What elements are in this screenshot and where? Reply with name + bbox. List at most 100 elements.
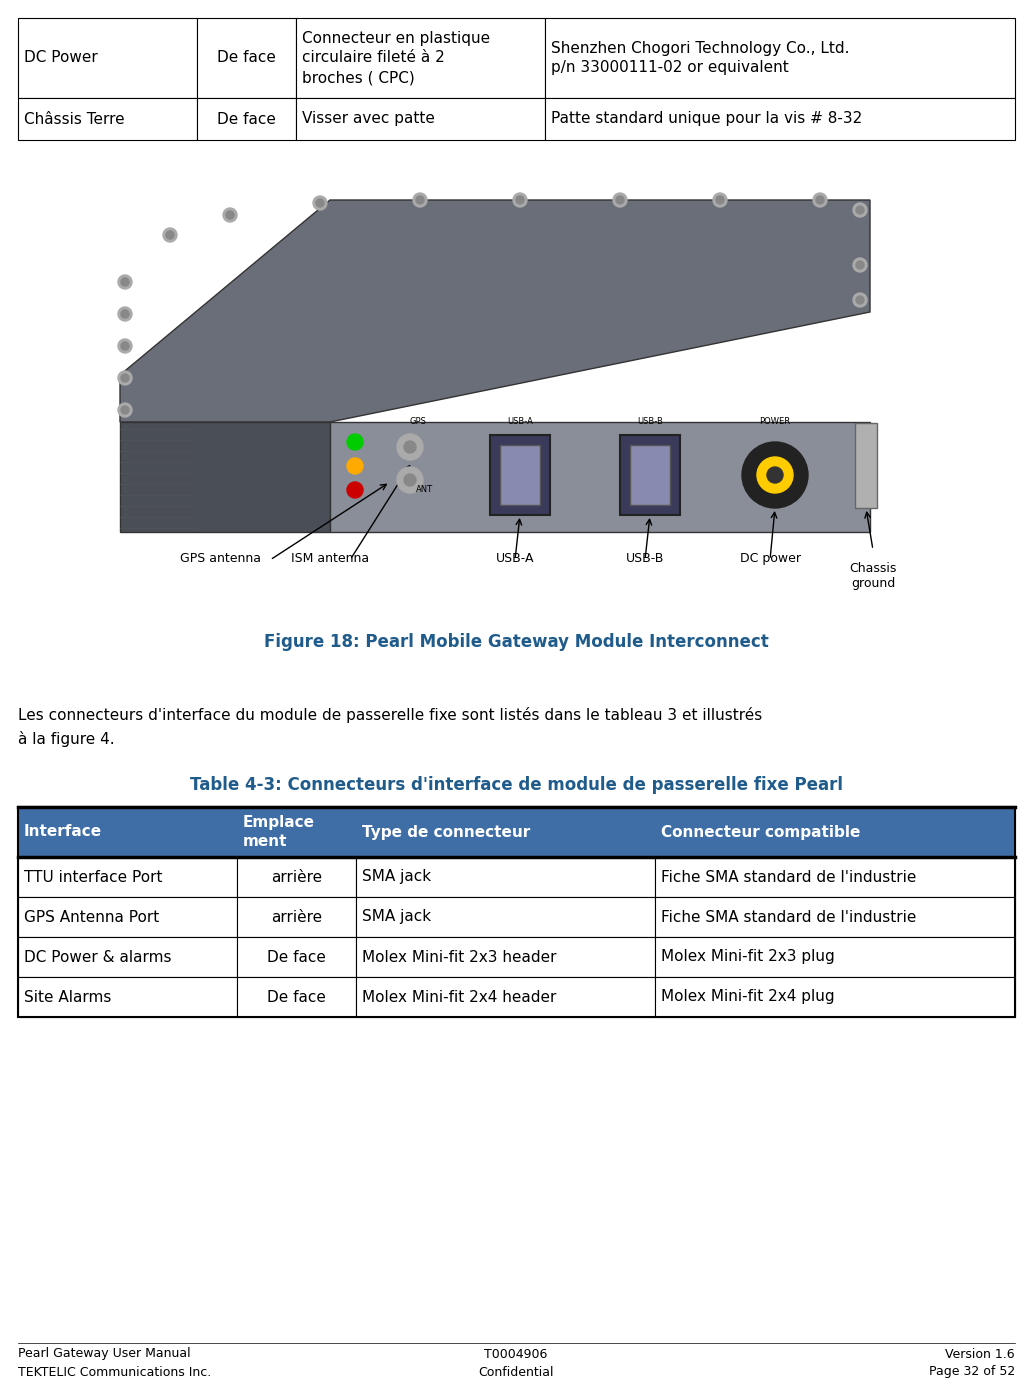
Text: Site Alarms: Site Alarms (24, 989, 112, 1004)
Bar (18, 897, 237, 938)
Text: Fiche SMA standard de l'industrie: Fiche SMA standard de l'industrie (661, 869, 916, 885)
Bar (237, 976, 356, 1017)
Polygon shape (330, 421, 870, 531)
Circle shape (856, 262, 864, 268)
Bar (630, 445, 670, 505)
Circle shape (856, 206, 864, 214)
Text: arrière: arrière (271, 910, 322, 925)
Text: POWER: POWER (759, 417, 790, 426)
Circle shape (118, 371, 132, 385)
Text: Version 1.6
Page 32 of 52: Version 1.6 Page 32 of 52 (929, 1348, 1015, 1378)
Circle shape (757, 458, 793, 492)
Text: Visser avec patte: Visser avec patte (302, 111, 435, 127)
Bar (296, 97, 545, 140)
Text: Connecteur en plastique
circulaire fileté à 2
broches ( CPC): Connecteur en plastique circulaire filet… (302, 31, 490, 85)
Bar (545, 18, 1015, 97)
Bar (490, 435, 550, 515)
Bar (18, 97, 197, 140)
Text: GPS antenna: GPS antenna (180, 552, 260, 565)
Polygon shape (120, 200, 870, 421)
Bar (356, 897, 655, 938)
Text: GPS: GPS (409, 417, 427, 426)
Circle shape (816, 196, 824, 204)
Text: De face: De face (217, 111, 276, 127)
Text: Shenzhen Chogori Technology Co., Ltd.
p/n 33000111-02 or equivalent: Shenzhen Chogori Technology Co., Ltd. p/… (551, 40, 849, 75)
Circle shape (121, 310, 129, 319)
Text: Fiche SMA standard de l'industrie: Fiche SMA standard de l'industrie (661, 910, 916, 925)
Circle shape (397, 467, 422, 492)
Bar (237, 857, 356, 897)
Circle shape (166, 231, 174, 239)
Circle shape (742, 442, 808, 508)
Circle shape (404, 474, 416, 485)
Text: Pearl Gateway User Manual
TEKTELIC Communications Inc.: Pearl Gateway User Manual TEKTELIC Commu… (18, 1348, 212, 1378)
Bar (18, 976, 237, 1017)
Bar (620, 435, 680, 515)
Bar (18, 857, 237, 897)
Text: DC Power & alarms: DC Power & alarms (24, 950, 171, 964)
Text: DC power: DC power (740, 552, 801, 565)
Text: arrière: arrière (271, 869, 322, 885)
Circle shape (413, 193, 427, 207)
Bar (197, 18, 296, 97)
Bar (655, 857, 1015, 897)
Circle shape (121, 406, 129, 415)
Bar (855, 423, 877, 508)
Circle shape (121, 342, 129, 351)
Circle shape (853, 257, 867, 273)
Text: USB-B: USB-B (637, 417, 663, 426)
Circle shape (813, 193, 827, 207)
Text: Molex Mini-fit 2x3 header: Molex Mini-fit 2x3 header (362, 950, 557, 964)
Text: Les connecteurs d'interface du module de passerelle fixe sont listés dans le tab: Les connecteurs d'interface du module de… (18, 707, 762, 747)
Circle shape (516, 196, 524, 204)
Circle shape (766, 467, 783, 483)
Bar (18, 160, 1015, 590)
Text: USB-A: USB-A (507, 417, 533, 426)
Text: Molex Mini-fit 2x4 plug: Molex Mini-fit 2x4 plug (661, 989, 835, 1004)
Circle shape (347, 458, 363, 474)
Circle shape (513, 193, 527, 207)
Bar (356, 976, 655, 1017)
Circle shape (118, 275, 132, 289)
Text: SMA jack: SMA jack (362, 910, 431, 925)
Bar (237, 897, 356, 938)
Bar (356, 938, 655, 976)
Circle shape (716, 196, 724, 204)
Text: De face: De face (268, 989, 326, 1004)
Circle shape (404, 441, 416, 453)
Bar (356, 857, 655, 897)
Bar (500, 445, 540, 505)
Text: Chassis
ground: Chassis ground (849, 562, 897, 590)
Text: USB-A: USB-A (496, 552, 534, 565)
Text: Connecteur compatible: Connecteur compatible (661, 825, 860, 840)
Text: Patte standard unique pour la vis # 8-32: Patte standard unique pour la vis # 8-32 (551, 111, 863, 127)
Text: Châssis Terre: Châssis Terre (24, 111, 125, 127)
Bar (356, 807, 655, 857)
Text: TTU interface Port: TTU interface Port (24, 869, 162, 885)
Circle shape (118, 307, 132, 321)
Circle shape (121, 374, 129, 383)
Circle shape (616, 196, 624, 204)
Bar (655, 807, 1015, 857)
Text: Emplace
ment: Emplace ment (243, 815, 315, 850)
Text: T0004906
Confidential: T0004906 Confidential (478, 1348, 554, 1378)
Bar (237, 938, 356, 976)
Text: SMA jack: SMA jack (362, 869, 431, 885)
Circle shape (856, 296, 864, 305)
Bar (18, 807, 237, 857)
Circle shape (853, 203, 867, 217)
Bar (18, 18, 197, 97)
Circle shape (713, 193, 727, 207)
Text: GPS Antenna Port: GPS Antenna Port (24, 910, 159, 925)
Text: DC Power: DC Power (24, 50, 98, 65)
Text: Figure 18: Pearl Mobile Gateway Module Interconnect: Figure 18: Pearl Mobile Gateway Module I… (263, 633, 769, 651)
Text: Type de connecteur: Type de connecteur (362, 825, 530, 840)
Bar (655, 938, 1015, 976)
Text: De face: De face (268, 950, 326, 964)
Bar (18, 938, 237, 976)
Circle shape (613, 193, 627, 207)
Circle shape (316, 199, 324, 207)
Circle shape (313, 196, 327, 210)
Text: Table 4-3: Connecteurs d'interface de module de passerelle fixe Pearl: Table 4-3: Connecteurs d'interface de mo… (189, 776, 843, 794)
Polygon shape (120, 421, 330, 531)
